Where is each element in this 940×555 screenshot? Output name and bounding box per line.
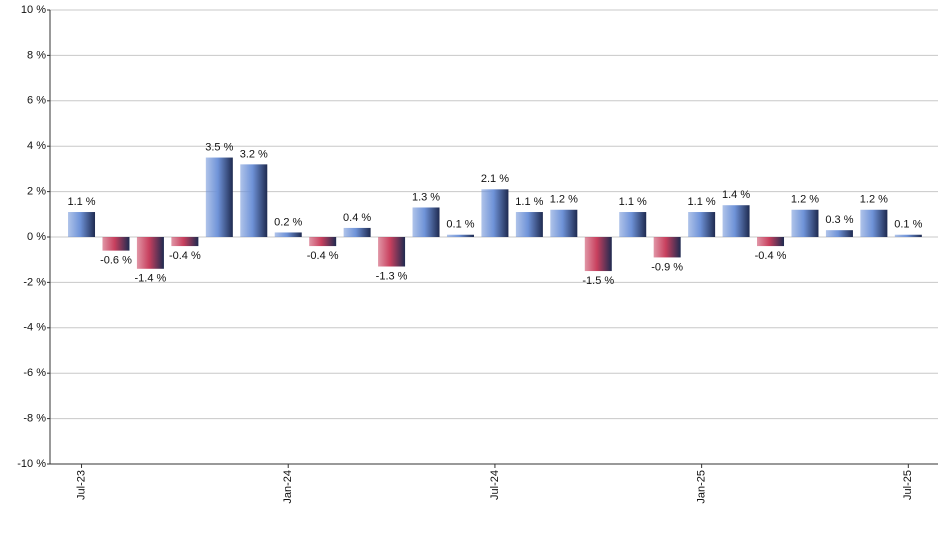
y-tick-label: -8 %	[23, 413, 46, 425]
bar	[653, 237, 681, 258]
value-label: 1.4 %	[722, 189, 750, 201]
bar	[171, 237, 199, 247]
y-tick-label: 4 %	[27, 140, 46, 152]
bar	[136, 237, 164, 269]
x-tick-label: Jul-23	[75, 470, 87, 500]
bar	[791, 209, 819, 237]
y-tick-label: 10 %	[21, 4, 46, 16]
value-label: -1.5 %	[582, 275, 614, 287]
bar	[688, 212, 716, 237]
value-label: -0.4 %	[755, 250, 787, 262]
bar	[515, 212, 543, 237]
value-label: 0.1 %	[446, 219, 474, 231]
x-tick-label: Jan-25	[696, 470, 708, 504]
value-label: 0.2 %	[274, 216, 302, 228]
value-label: 3.2 %	[240, 148, 268, 160]
bar	[860, 209, 888, 237]
x-tick-label: Jan-24	[282, 470, 294, 504]
x-tick-label: Jul-25	[902, 470, 914, 500]
value-label: -0.6 %	[100, 255, 132, 267]
bar	[894, 234, 922, 237]
bar	[481, 189, 509, 237]
bar	[378, 237, 406, 267]
value-label: 0.1 %	[894, 219, 922, 231]
value-label: 1.1 %	[688, 196, 716, 208]
bar	[550, 209, 578, 237]
value-label: -1.4 %	[135, 273, 167, 285]
value-label: 2.1 %	[481, 173, 509, 185]
bar	[343, 227, 371, 237]
value-label: -0.9 %	[651, 261, 683, 273]
bar	[240, 164, 268, 237]
value-label: 1.1 %	[67, 196, 95, 208]
y-tick-label: 0 %	[27, 231, 46, 243]
y-tick-label: -10 %	[17, 458, 46, 470]
bar	[584, 237, 612, 272]
bar	[205, 157, 233, 237]
value-label: 1.3 %	[412, 191, 440, 203]
bar	[412, 207, 440, 237]
bar	[274, 232, 302, 237]
bar	[309, 237, 337, 247]
value-label: 1.2 %	[860, 194, 888, 206]
bar	[619, 212, 647, 237]
value-label: 1.2 %	[550, 194, 578, 206]
value-label: 0.4 %	[343, 212, 371, 224]
value-label: 1.1 %	[619, 196, 647, 208]
y-tick-label: 6 %	[27, 95, 46, 107]
bar	[757, 237, 785, 247]
value-label: 0.3 %	[825, 214, 853, 226]
value-label: 3.5 %	[205, 141, 233, 153]
y-tick-label: 2 %	[27, 186, 46, 198]
value-label: -0.4 %	[307, 250, 339, 262]
bar	[446, 234, 474, 237]
y-tick-label: -4 %	[23, 322, 46, 334]
value-label: -1.3 %	[376, 270, 408, 282]
bar	[68, 212, 96, 237]
bar	[722, 205, 750, 237]
value-label: 1.1 %	[515, 196, 543, 208]
bar	[825, 230, 853, 237]
bar	[102, 237, 130, 251]
value-label: 1.2 %	[791, 194, 819, 206]
y-tick-label: 8 %	[27, 49, 46, 61]
value-label: -0.4 %	[169, 250, 201, 262]
y-tick-label: -2 %	[23, 276, 46, 288]
x-tick-label: Jul-24	[489, 470, 501, 500]
y-tick-label: -6 %	[23, 367, 46, 379]
